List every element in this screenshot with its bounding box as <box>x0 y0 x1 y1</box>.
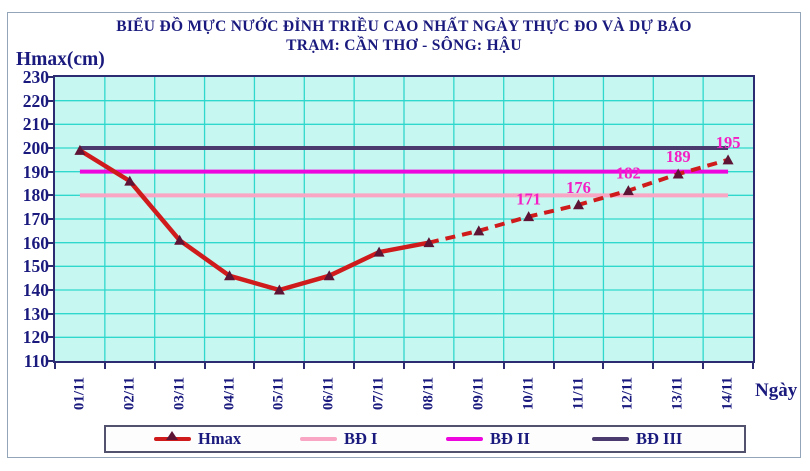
x-tick-mark <box>353 363 356 369</box>
legend-item-bd1: BĐ I <box>300 429 446 449</box>
x-tick-mark <box>303 363 306 369</box>
x-tick-label: 06/11 <box>320 376 337 411</box>
bd2-line-swatch <box>446 437 483 441</box>
y-tick-label: 200 <box>22 138 49 158</box>
legend-label: BĐ III <box>636 429 683 448</box>
y-tick-label: 220 <box>22 90 49 111</box>
x-tick-mark <box>552 363 555 369</box>
x-tick-label: 11/11 <box>570 377 586 410</box>
data-label: 171 <box>516 190 541 209</box>
hmax-line-swatch <box>154 431 191 441</box>
data-point-marker <box>124 175 136 186</box>
x-tick-label: 08/11 <box>420 376 437 411</box>
x-tick-mark <box>502 363 505 369</box>
y-tick-mark <box>48 312 54 315</box>
x-tick-label: 09/11 <box>470 376 487 411</box>
x-tick-label: 13/11 <box>669 376 686 411</box>
y-tick-label: 110 <box>23 351 49 371</box>
data-point-marker <box>523 211 535 222</box>
legend-item-bd3: BĐ III <box>592 429 738 449</box>
chart-title-line2: TRẠM: CẦN THƠ - SÔNG: HẬU <box>286 37 522 54</box>
bd3-line-swatch <box>592 437 629 441</box>
x-tick-mark <box>702 363 705 369</box>
x-tick-label: 03/11 <box>171 376 188 411</box>
x-tick-mark <box>103 363 106 369</box>
y-tick-label: 130 <box>22 303 49 324</box>
data-point-marker <box>473 225 485 236</box>
y-tick-mark <box>48 99 54 102</box>
y-tick-label: 150 <box>22 256 49 277</box>
x-tick-mark <box>602 363 605 369</box>
bd1-line-swatch <box>300 437 337 441</box>
data-point-marker <box>323 270 335 281</box>
x-tick-label: 05/11 <box>270 376 287 411</box>
y-tick-label: 190 <box>22 161 49 182</box>
data-point-marker <box>174 234 186 245</box>
legend-label: BĐ I <box>344 429 378 448</box>
x-tick-label: 12/11 <box>619 376 636 411</box>
y-tick-mark <box>48 76 54 78</box>
x-tick-mark <box>752 363 754 369</box>
y-tick-mark <box>48 265 54 268</box>
y-tick-label: 170 <box>22 209 49 229</box>
x-tick-label: 04/11 <box>221 376 237 411</box>
y-tick-label: 230 <box>22 67 49 87</box>
legend: Hmax BĐ I BĐ II BĐ III <box>104 425 746 453</box>
x-tick-mark <box>652 363 655 369</box>
y-tick-label: 140 <box>22 280 49 300</box>
data-point-marker <box>373 246 385 257</box>
legend-label: BĐ II <box>490 429 530 448</box>
data-point-marker <box>224 270 235 281</box>
y-tick-label: 120 <box>22 327 49 348</box>
legend-label: Hmax <box>198 429 242 448</box>
y-tick-mark <box>48 194 54 197</box>
legend-item-bd2: BĐ II <box>446 429 592 449</box>
x-tick-mark <box>253 363 256 369</box>
x-tick-mark <box>153 363 156 369</box>
x-tick-mark <box>452 363 455 369</box>
triangle-marker-icon <box>166 431 178 440</box>
y-tick-mark <box>48 170 54 173</box>
x-tick-label: 02/11 <box>121 376 138 411</box>
data-point-marker <box>573 199 584 210</box>
data-point-marker <box>722 154 734 165</box>
y-tick-label: 180 <box>22 185 49 206</box>
y-tick-mark <box>48 241 54 244</box>
data-label: 176 <box>566 178 591 197</box>
chart-title: BIỂU ĐỒ MỰC NƯỚC ĐỈNH TRIỀU CAO NHẤT NGÀ… <box>8 17 800 55</box>
data-label: 195 <box>716 133 741 152</box>
data-point-marker <box>672 168 684 179</box>
hmax-line-measured <box>78 148 430 293</box>
x-tick-label: 07/11 <box>370 376 387 411</box>
y-tick-mark <box>48 123 54 126</box>
x-tick-label: 10/11 <box>520 376 537 411</box>
plot-area: 171 176 182 189 195 <box>53 75 755 363</box>
y-tick-label: 210 <box>22 114 49 135</box>
data-point-marker <box>74 144 86 155</box>
chart-title-line1: BIỂU ĐỒ MỰC NƯỚC ĐỈNH TRIỀU CAO NHẤT NGÀ… <box>116 18 692 35</box>
y-axis-title: Hmax(cm) <box>16 49 105 70</box>
x-tick-label: 01/11 <box>71 376 88 411</box>
data-label: 189 <box>666 147 691 166</box>
x-tick-mark <box>203 363 206 369</box>
y-tick-mark <box>48 147 54 149</box>
chart-canvas: 171 176 182 189 195 <box>55 77 753 361</box>
x-tick-label: 14/11 <box>719 376 736 411</box>
x-tick-mark <box>403 363 405 369</box>
y-tick-mark <box>48 336 54 339</box>
legend-item-hmax: Hmax <box>154 429 300 449</box>
data-point-marker <box>273 284 285 295</box>
y-tick-label: 160 <box>22 232 49 253</box>
data-point-marker <box>423 237 435 248</box>
y-tick-mark <box>48 218 54 220</box>
data-label: 182 <box>616 164 641 183</box>
data-point-marker <box>622 185 634 196</box>
chart-frame: BIỂU ĐỒ MỰC NƯỚC ĐỈNH TRIỀU CAO NHẤT NGÀ… <box>7 12 801 458</box>
x-axis-title: Ngày <box>755 380 798 401</box>
y-tick-mark <box>48 360 54 362</box>
y-tick-mark <box>48 289 54 291</box>
x-tick-mark <box>54 363 56 369</box>
